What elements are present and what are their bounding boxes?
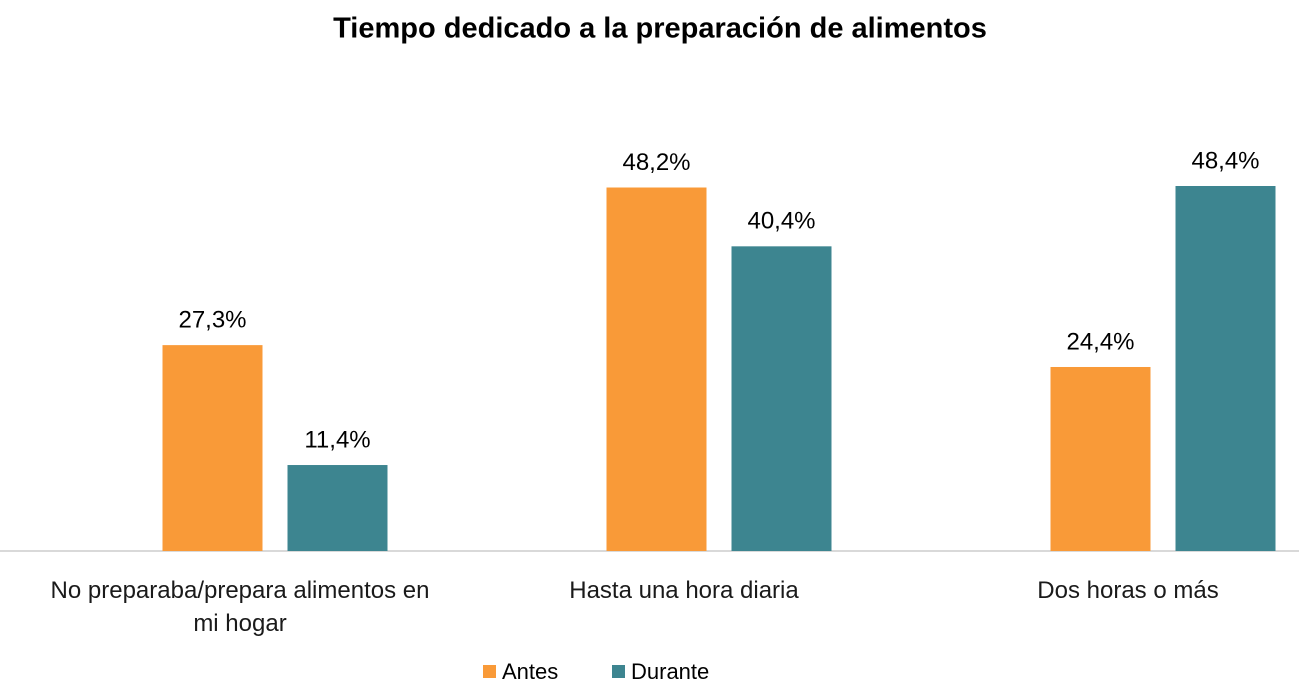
legend-swatch [483, 665, 496, 678]
x-tick-label: No preparaba/prepara alimentos en mi hog… [50, 577, 430, 637]
value-label: 27,3% [178, 306, 246, 333]
x-tick-label: Dos horas o más [1037, 577, 1219, 604]
value-label: 24,4% [1066, 328, 1134, 355]
bar [287, 465, 388, 551]
value-label: 40,4% [747, 208, 815, 235]
bar [1175, 186, 1276, 551]
legend-label: Antes [502, 659, 558, 683]
value-label: 11,4% [304, 426, 370, 453]
bar [162, 345, 263, 551]
legend-label: Durante [631, 659, 709, 683]
bar [731, 246, 832, 552]
value-label: 48,2% [622, 149, 690, 176]
bar [1050, 366, 1151, 551]
bar [606, 187, 707, 551]
value-label: 48,4% [1191, 147, 1259, 174]
chart-title: Tiempo dedicado a la preparación de alim… [333, 13, 987, 45]
x-tick-label: Hasta una hora diaria [569, 577, 799, 604]
legend-swatch [612, 665, 625, 678]
